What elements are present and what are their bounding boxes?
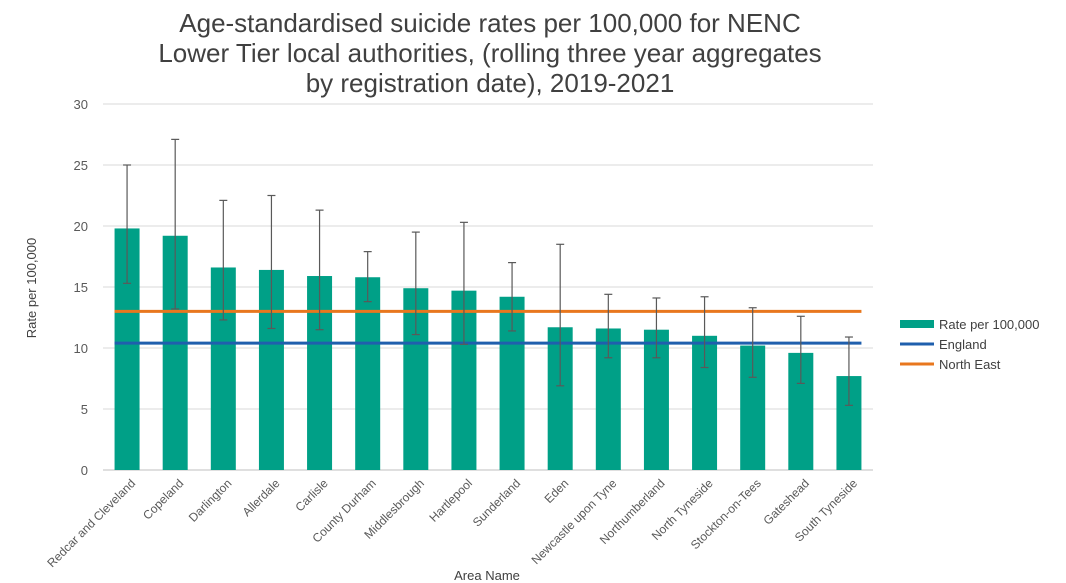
chart-title: Age-standardised suicide rates per 100,0… bbox=[100, 8, 880, 98]
y-tick-label: 15 bbox=[74, 280, 88, 295]
x-tick-label: Hartlepool bbox=[426, 476, 475, 525]
y-tick-label: 30 bbox=[74, 97, 88, 112]
error-bars bbox=[123, 138, 853, 406]
x-tick-label: Copeland bbox=[140, 476, 186, 522]
reference-lines bbox=[114, 309, 862, 345]
x-axis-label: Area Name bbox=[454, 568, 520, 583]
y-axis-ticks: 0 5 10 15 20 25 30 bbox=[74, 97, 88, 478]
x-tick-label: Gateshead bbox=[761, 476, 812, 527]
legend-label: North East bbox=[939, 357, 1001, 372]
x-tick-label: Carlisle bbox=[292, 476, 330, 514]
x-tick-label: Darlington bbox=[186, 476, 235, 525]
x-tick-label: Eden bbox=[542, 476, 572, 506]
legend-swatch bbox=[900, 320, 934, 328]
x-tick-label: Sunderland bbox=[470, 476, 523, 529]
legend: Rate per 100,000 England North East bbox=[900, 317, 1039, 372]
y-tick-label: 0 bbox=[81, 463, 88, 478]
y-tick-label: 20 bbox=[74, 219, 88, 234]
chart-title-line-1: Age-standardised suicide rates per 100,0… bbox=[179, 8, 801, 38]
bar bbox=[355, 277, 381, 470]
legend-label: England bbox=[939, 337, 987, 352]
y-tick-label: 5 bbox=[81, 402, 88, 417]
x-tick-label: Newcastle upon Tyne bbox=[529, 476, 620, 567]
y-axis-label: Rate per 100,000 bbox=[24, 238, 39, 338]
legend-label: Rate per 100,000 bbox=[939, 317, 1039, 332]
y-tick-label: 10 bbox=[74, 341, 88, 356]
x-tick-label: Redcar and Cleveland bbox=[44, 476, 138, 570]
x-tick-label: Allerdale bbox=[240, 476, 283, 519]
chart-title-line-3: by registration date), 2019-2021 bbox=[305, 68, 675, 98]
chart-title-line-2: Lower Tier local authorities, (rolling t… bbox=[158, 38, 822, 68]
y-tick-label: 25 bbox=[74, 158, 88, 173]
x-axis-ticks: Redcar and Cleveland Copeland Darlington Al… bbox=[44, 476, 860, 570]
bars bbox=[114, 228, 862, 470]
